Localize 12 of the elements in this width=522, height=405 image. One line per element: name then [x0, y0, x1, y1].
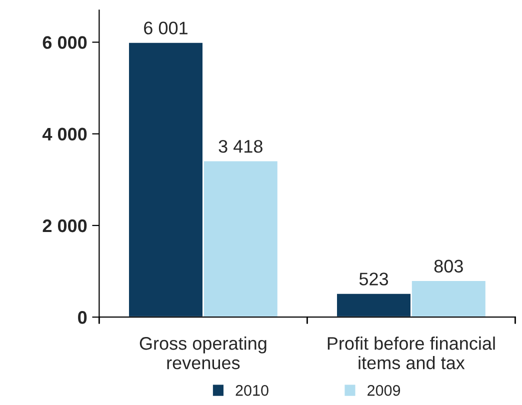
y-tick-label: 2 000	[42, 219, 87, 232]
y-tick-label: 0	[78, 311, 87, 324]
legend-label: 2009	[368, 385, 400, 396]
data-label: 3 418	[218, 140, 262, 153]
data-label: 523	[359, 272, 388, 286]
x-tick-label: Profit before financial items and tax	[328, 336, 495, 370]
legend-label: 2010	[236, 385, 268, 396]
x-tick-label: Gross operating revenues	[140, 336, 266, 370]
y-tick-label: 4 000	[42, 128, 87, 141]
data-label: 6 001	[144, 22, 188, 34]
y-tick-label: 6 000	[42, 36, 87, 49]
data-label: 803	[434, 260, 463, 273]
